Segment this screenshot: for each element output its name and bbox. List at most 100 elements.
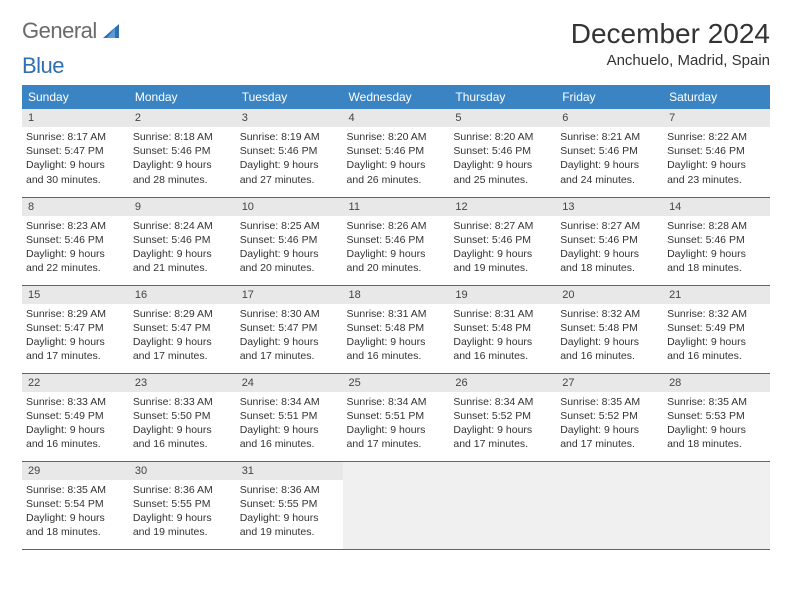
daylight-line: Daylight: 9 hours and 16 minutes.	[133, 423, 232, 451]
day-number: 11	[343, 198, 450, 216]
calendar-empty-cell	[343, 461, 450, 549]
daylight-line: Daylight: 9 hours and 16 minutes.	[560, 335, 659, 363]
sunrise-line: Sunrise: 8:18 AM	[133, 130, 232, 144]
daylight-line: Daylight: 9 hours and 18 minutes.	[667, 247, 766, 275]
calendar-day: 21Sunrise: 8:32 AMSunset: 5:49 PMDayligh…	[663, 285, 770, 373]
day-details: Sunrise: 8:17 AMSunset: 5:47 PMDaylight:…	[22, 127, 129, 190]
calendar-day: 30Sunrise: 8:36 AMSunset: 5:55 PMDayligh…	[129, 461, 236, 549]
calendar-day: 20Sunrise: 8:32 AMSunset: 5:48 PMDayligh…	[556, 285, 663, 373]
calendar-day: 25Sunrise: 8:34 AMSunset: 5:51 PMDayligh…	[343, 373, 450, 461]
day-number: 18	[343, 286, 450, 304]
sunrise-line: Sunrise: 8:35 AM	[26, 483, 125, 497]
sunset-line: Sunset: 5:46 PM	[133, 233, 232, 247]
daylight-line: Daylight: 9 hours and 17 minutes.	[347, 423, 446, 451]
day-number: 27	[556, 374, 663, 392]
calendar-day: 9Sunrise: 8:24 AMSunset: 5:46 PMDaylight…	[129, 197, 236, 285]
brand-sail-icon	[101, 22, 123, 40]
sunrise-line: Sunrise: 8:35 AM	[560, 395, 659, 409]
day-number: 9	[129, 198, 236, 216]
day-number: 12	[449, 198, 556, 216]
sunset-line: Sunset: 5:46 PM	[133, 144, 232, 158]
daylight-line: Daylight: 9 hours and 19 minutes.	[240, 511, 339, 539]
sunrise-line: Sunrise: 8:21 AM	[560, 130, 659, 144]
daylight-line: Daylight: 9 hours and 27 minutes.	[240, 158, 339, 186]
calendar-day: 31Sunrise: 8:36 AMSunset: 5:55 PMDayligh…	[236, 461, 343, 549]
sunset-line: Sunset: 5:47 PM	[240, 321, 339, 335]
sunrise-line: Sunrise: 8:29 AM	[26, 307, 125, 321]
calendar-day: 10Sunrise: 8:25 AMSunset: 5:46 PMDayligh…	[236, 197, 343, 285]
day-details: Sunrise: 8:34 AMSunset: 5:52 PMDaylight:…	[449, 392, 556, 455]
daylight-line: Daylight: 9 hours and 19 minutes.	[133, 511, 232, 539]
sunrise-line: Sunrise: 8:32 AM	[667, 307, 766, 321]
calendar-day: 15Sunrise: 8:29 AMSunset: 5:47 PMDayligh…	[22, 285, 129, 373]
sunset-line: Sunset: 5:46 PM	[347, 233, 446, 247]
day-number: 17	[236, 286, 343, 304]
daylight-line: Daylight: 9 hours and 16 minutes.	[240, 423, 339, 451]
daylight-line: Daylight: 9 hours and 22 minutes.	[26, 247, 125, 275]
weekday-header: Friday	[556, 85, 663, 109]
day-details: Sunrise: 8:36 AMSunset: 5:55 PMDaylight:…	[129, 480, 236, 543]
calendar-day: 19Sunrise: 8:31 AMSunset: 5:48 PMDayligh…	[449, 285, 556, 373]
location-text: Anchuelo, Madrid, Spain	[571, 52, 770, 69]
calendar-day: 26Sunrise: 8:34 AMSunset: 5:52 PMDayligh…	[449, 373, 556, 461]
day-details: Sunrise: 8:19 AMSunset: 5:46 PMDaylight:…	[236, 127, 343, 190]
sunset-line: Sunset: 5:53 PM	[667, 409, 766, 423]
sunset-line: Sunset: 5:55 PM	[133, 497, 232, 511]
day-number: 25	[343, 374, 450, 392]
sunrise-line: Sunrise: 8:20 AM	[347, 130, 446, 144]
day-number: 7	[663, 109, 770, 127]
calendar-body: 1Sunrise: 8:17 AMSunset: 5:47 PMDaylight…	[22, 109, 770, 549]
daylight-line: Daylight: 9 hours and 17 minutes.	[240, 335, 339, 363]
sunset-line: Sunset: 5:48 PM	[347, 321, 446, 335]
day-details: Sunrise: 8:29 AMSunset: 5:47 PMDaylight:…	[129, 304, 236, 367]
calendar-row: 8Sunrise: 8:23 AMSunset: 5:46 PMDaylight…	[22, 197, 770, 285]
daylight-line: Daylight: 9 hours and 16 minutes.	[347, 335, 446, 363]
sunset-line: Sunset: 5:50 PM	[133, 409, 232, 423]
day-number: 14	[663, 198, 770, 216]
sunset-line: Sunset: 5:46 PM	[560, 144, 659, 158]
day-number: 23	[129, 374, 236, 392]
daylight-line: Daylight: 9 hours and 16 minutes.	[26, 423, 125, 451]
sunrise-line: Sunrise: 8:19 AM	[240, 130, 339, 144]
weekday-header: Monday	[129, 85, 236, 109]
calendar-day: 12Sunrise: 8:27 AMSunset: 5:46 PMDayligh…	[449, 197, 556, 285]
day-details: Sunrise: 8:21 AMSunset: 5:46 PMDaylight:…	[556, 127, 663, 190]
day-details: Sunrise: 8:18 AMSunset: 5:46 PMDaylight:…	[129, 127, 236, 190]
day-details: Sunrise: 8:28 AMSunset: 5:46 PMDaylight:…	[663, 216, 770, 279]
day-number: 3	[236, 109, 343, 127]
day-details: Sunrise: 8:26 AMSunset: 5:46 PMDaylight:…	[343, 216, 450, 279]
sunrise-line: Sunrise: 8:17 AM	[26, 130, 125, 144]
daylight-line: Daylight: 9 hours and 18 minutes.	[560, 247, 659, 275]
daylight-line: Daylight: 9 hours and 16 minutes.	[667, 335, 766, 363]
sunrise-line: Sunrise: 8:34 AM	[347, 395, 446, 409]
brand-logo: General	[22, 18, 125, 44]
sunset-line: Sunset: 5:46 PM	[26, 233, 125, 247]
calendar-day: 29Sunrise: 8:35 AMSunset: 5:54 PMDayligh…	[22, 461, 129, 549]
day-details: Sunrise: 8:30 AMSunset: 5:47 PMDaylight:…	[236, 304, 343, 367]
day-details: Sunrise: 8:34 AMSunset: 5:51 PMDaylight:…	[343, 392, 450, 455]
day-details: Sunrise: 8:33 AMSunset: 5:49 PMDaylight:…	[22, 392, 129, 455]
sunrise-line: Sunrise: 8:29 AM	[133, 307, 232, 321]
calendar-empty-cell	[663, 461, 770, 549]
day-number: 15	[22, 286, 129, 304]
calendar-day: 24Sunrise: 8:34 AMSunset: 5:51 PMDayligh…	[236, 373, 343, 461]
sunrise-line: Sunrise: 8:26 AM	[347, 219, 446, 233]
day-number: 22	[22, 374, 129, 392]
day-details: Sunrise: 8:20 AMSunset: 5:46 PMDaylight:…	[343, 127, 450, 190]
sunrise-line: Sunrise: 8:32 AM	[560, 307, 659, 321]
weekday-header: Tuesday	[236, 85, 343, 109]
day-details: Sunrise: 8:36 AMSunset: 5:55 PMDaylight:…	[236, 480, 343, 543]
sunset-line: Sunset: 5:46 PM	[453, 144, 552, 158]
daylight-line: Daylight: 9 hours and 23 minutes.	[667, 158, 766, 186]
sunrise-line: Sunrise: 8:20 AM	[453, 130, 552, 144]
sunrise-line: Sunrise: 8:24 AM	[133, 219, 232, 233]
day-number: 30	[129, 462, 236, 480]
calendar-day: 13Sunrise: 8:27 AMSunset: 5:46 PMDayligh…	[556, 197, 663, 285]
day-number: 8	[22, 198, 129, 216]
sunset-line: Sunset: 5:47 PM	[26, 144, 125, 158]
weekday-header: Thursday	[449, 85, 556, 109]
calendar-day: 11Sunrise: 8:26 AMSunset: 5:46 PMDayligh…	[343, 197, 450, 285]
calendar-row: 15Sunrise: 8:29 AMSunset: 5:47 PMDayligh…	[22, 285, 770, 373]
day-number: 19	[449, 286, 556, 304]
day-details: Sunrise: 8:34 AMSunset: 5:51 PMDaylight:…	[236, 392, 343, 455]
